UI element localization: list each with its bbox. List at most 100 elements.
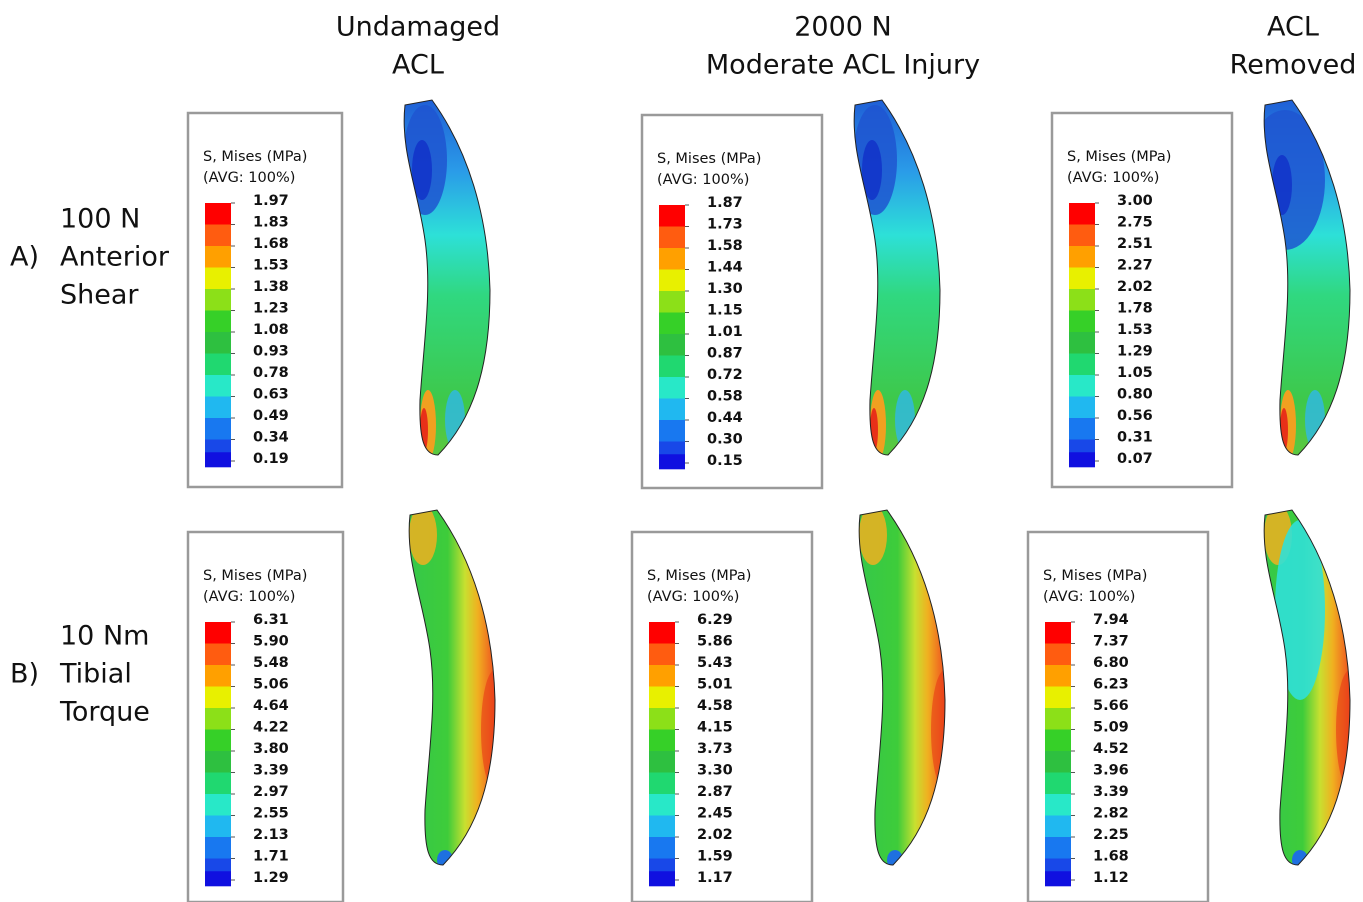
row-label: 10 Nm <box>60 621 149 652</box>
color-band <box>659 205 685 227</box>
figure: UndamagedACL2000 NModerate ACL InjuryACL… <box>0 0 1363 902</box>
color-band <box>649 687 675 709</box>
color-band <box>205 311 231 333</box>
legend: S, Mises (MPa)(AVG: 100%)1.871.731.581.4… <box>642 115 822 488</box>
meniscus <box>859 505 959 870</box>
color-band <box>205 665 231 687</box>
legend-title: S, Mises (MPa) <box>647 568 751 584</box>
legend-value: 0.93 <box>253 344 289 360</box>
legend-title: S, Mises (MPa) <box>1067 149 1171 165</box>
legend-value: 5.66 <box>1093 698 1129 714</box>
color-band <box>1045 665 1071 687</box>
color-band <box>205 354 231 376</box>
legend-value: 3.80 <box>253 741 289 757</box>
color-band <box>1069 268 1095 290</box>
color-band <box>649 644 675 666</box>
row-label: Torque <box>59 697 150 728</box>
legend-value: 3.30 <box>697 763 733 779</box>
color-band <box>1069 418 1095 440</box>
color-band <box>1045 871 1071 886</box>
legend-value: 2.75 <box>1117 215 1153 231</box>
color-band <box>205 773 231 795</box>
legend-value: 2.02 <box>697 827 733 843</box>
contour <box>437 850 453 870</box>
color-band <box>205 687 231 709</box>
column-header: ACL <box>392 50 444 81</box>
color-band <box>1069 203 1095 225</box>
color-band <box>205 794 231 816</box>
color-band <box>205 332 231 354</box>
legend-value: 1.53 <box>253 258 289 274</box>
legend-value: 1.68 <box>253 236 289 252</box>
legend-value: 0.72 <box>707 367 743 383</box>
legend-value: 0.31 <box>1117 430 1153 446</box>
legend-value: 0.63 <box>253 387 289 403</box>
contour <box>1305 390 1325 450</box>
legend-value: 0.30 <box>707 432 743 448</box>
legend-value: 2.82 <box>1093 806 1129 822</box>
color-band <box>659 334 685 356</box>
legend-subtitle: (AVG: 100%) <box>1043 589 1135 605</box>
legend-value: 3.39 <box>1093 784 1129 800</box>
color-band <box>205 622 231 644</box>
legend-subtitle: (AVG: 100%) <box>1067 170 1159 186</box>
color-band <box>1069 289 1095 311</box>
color-band <box>1069 311 1095 333</box>
legend-value: 1.29 <box>253 870 289 886</box>
legend-value: 1.58 <box>707 238 743 254</box>
legend-value: 0.19 <box>253 451 289 467</box>
legend-value: 2.87 <box>697 784 733 800</box>
meniscus <box>1264 505 1363 870</box>
color-band <box>659 227 685 249</box>
legend-value: 1.68 <box>1093 849 1129 865</box>
color-band <box>659 291 685 313</box>
legend-value: 0.87 <box>707 346 743 362</box>
contour <box>1275 520 1325 700</box>
color-band <box>1045 622 1071 644</box>
legend-value: 1.17 <box>697 870 733 886</box>
legend-value: 4.22 <box>253 720 289 736</box>
legend-value: 1.44 <box>707 260 743 276</box>
legend-value: 2.25 <box>1093 827 1129 843</box>
legend-value: 1.01 <box>707 324 743 340</box>
row-letter: B) <box>10 659 39 690</box>
color-band <box>205 289 231 311</box>
color-band <box>1069 375 1095 397</box>
color-band <box>659 420 685 442</box>
legend-value: 1.23 <box>253 301 289 317</box>
column-header: ACL <box>1267 12 1319 43</box>
color-band <box>649 622 675 644</box>
color-band <box>659 270 685 292</box>
color-band <box>205 837 231 859</box>
legend-value: 2.51 <box>1117 236 1153 252</box>
legend: S, Mises (MPa)(AVG: 100%)3.002.752.512.2… <box>1052 113 1232 487</box>
color-band <box>1045 751 1071 773</box>
color-band <box>1045 816 1071 838</box>
legend-value: 5.90 <box>253 634 289 650</box>
legend-value: 1.30 <box>707 281 743 297</box>
legend-value: 5.86 <box>697 634 733 650</box>
legend: S, Mises (MPa)(AVG: 100%)1.971.831.681.5… <box>188 113 342 487</box>
color-band <box>659 454 685 469</box>
color-band <box>649 773 675 795</box>
color-band <box>205 418 231 440</box>
legend-subtitle: (AVG: 100%) <box>203 589 295 605</box>
contour <box>1272 155 1292 215</box>
color-band <box>649 730 675 752</box>
legend: S, Mises (MPa)(AVG: 100%)7.947.376.806.2… <box>1028 532 1208 902</box>
color-band <box>205 375 231 397</box>
color-band <box>1045 837 1071 859</box>
color-band <box>649 871 675 886</box>
legend-value: 3.39 <box>253 763 289 779</box>
legend-value: 2.45 <box>697 806 733 822</box>
row-letter: A) <box>10 242 39 273</box>
legend-title: S, Mises (MPa) <box>1043 568 1147 584</box>
contour <box>1292 850 1308 870</box>
legend-value: 5.06 <box>253 677 289 693</box>
legend-value: 1.83 <box>253 215 289 231</box>
row-label: Shear <box>60 280 139 311</box>
legend-value: 1.97 <box>253 193 289 209</box>
color-band <box>1069 246 1095 268</box>
legend-value: 2.02 <box>1117 279 1153 295</box>
legend-subtitle: (AVG: 100%) <box>657 172 749 188</box>
